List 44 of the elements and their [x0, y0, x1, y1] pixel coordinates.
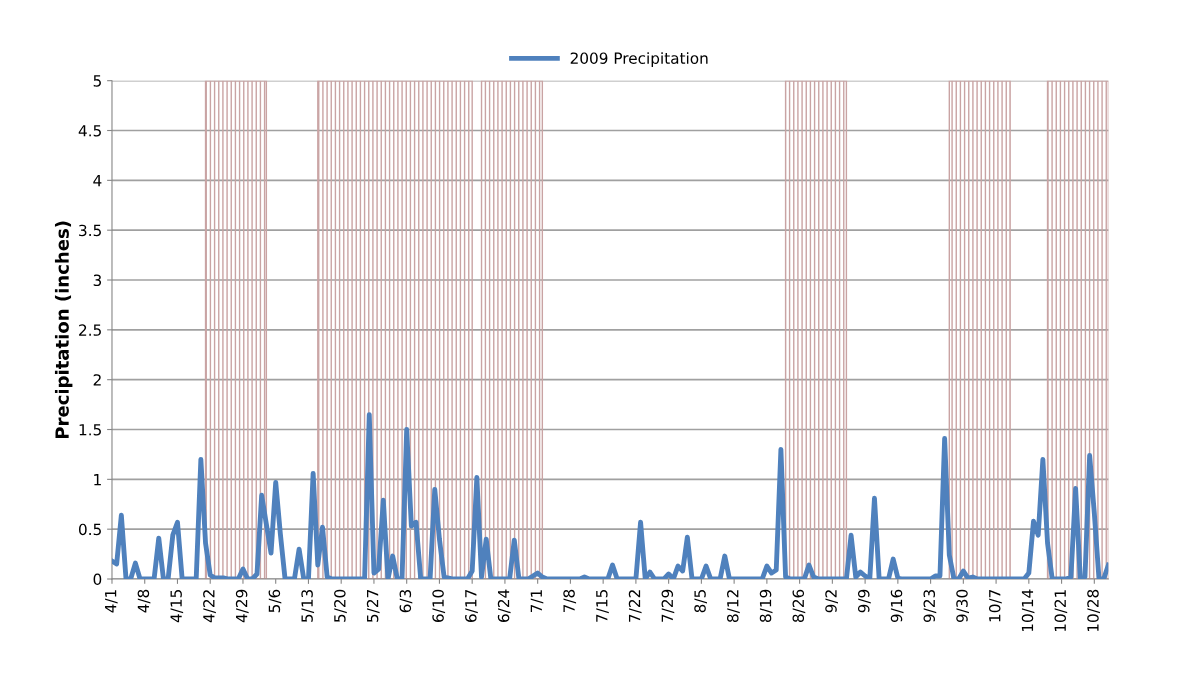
x-tick-label: 4/8 [137, 589, 151, 613]
x-tick-label: 10/28 [1087, 589, 1100, 632]
x-tick-label: 10/14 [1021, 589, 1035, 632]
x-tick-label: 8/19 [759, 589, 773, 623]
y-tick-label: 2 [93, 374, 101, 386]
x-tick-label: 6/24 [497, 589, 511, 622]
x-tick-label: 5/27 [366, 590, 380, 622]
x-tick-label: 4/22 [203, 590, 216, 623]
x-tick-label: 4/1 [105, 590, 118, 613]
x-tick-label: 5/20 [334, 589, 347, 622]
y-tick-label: 5 [93, 75, 101, 87]
y-tick-label: 0.5 [78, 523, 101, 536]
y-tick-label: 4.5 [78, 125, 101, 137]
x-tick-label: 5/13 [301, 589, 315, 622]
x-tick-label: 9/30 [956, 589, 969, 623]
y-tick-label: 3 [93, 274, 102, 287]
x-tick-label: 4/15 [170, 590, 184, 623]
x-tick-label: 10/21 [1054, 590, 1068, 632]
x-tick-label: 6/17 [465, 590, 478, 622]
y-axis-title: Precipitation (inches) [54, 221, 73, 439]
y-tick-label: 0 [93, 573, 102, 586]
x-tick-label: 9/16 [890, 589, 904, 623]
y-tick-label: 1 [94, 474, 101, 486]
y-tick-label: 2.5 [79, 324, 101, 336]
x-tick-label: 5/6 [268, 589, 282, 613]
x-tick-label: 8/12 [727, 590, 740, 623]
x-tick-label: 6/10 [432, 589, 446, 622]
y-tick-label: 3.5 [79, 224, 101, 237]
x-tick-label: 7/8 [563, 589, 577, 613]
x-tick-label: 7/29 [661, 589, 675, 622]
x-tick-label: 9/2 [825, 590, 838, 613]
y-tick-label: 4 [93, 175, 102, 187]
x-tick-label: 6/3 [399, 589, 413, 613]
x-tick-label: 4/29 [235, 589, 249, 623]
x-tick-label: 8/26 [792, 589, 806, 623]
x-tick-label: 9/23 [923, 589, 937, 623]
x-tick-label: 10/7 [988, 590, 1002, 622]
x-tick-label: 7/1 [530, 590, 544, 613]
x-tick-label: 7/22 [628, 590, 642, 622]
x-tick-label: 9/9 [857, 589, 871, 613]
legend-label: 2009 Precipitation [570, 52, 708, 67]
y-tick-label: 1.5 [79, 424, 101, 436]
x-tick-label: 7/15 [596, 590, 609, 622]
x-tick-label: 8/5 [694, 590, 708, 613]
